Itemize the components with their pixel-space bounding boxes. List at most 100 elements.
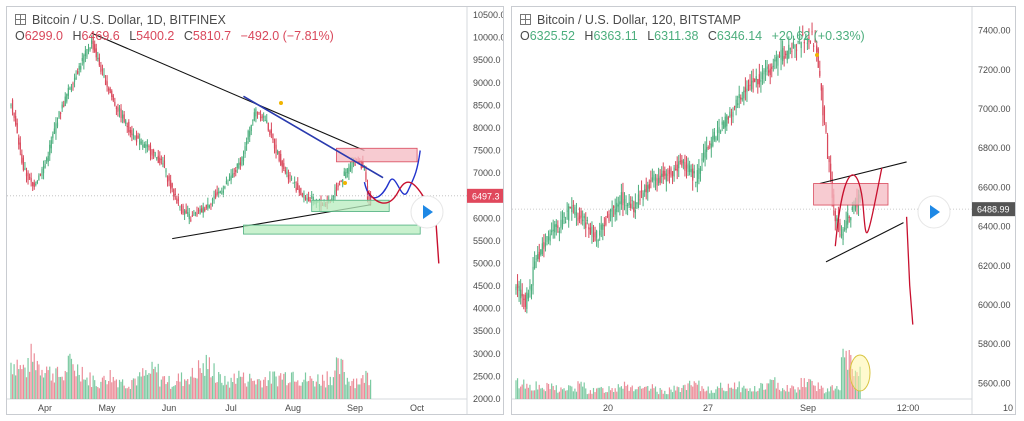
volume-bar: [834, 388, 836, 399]
candle-body: [768, 70, 770, 73]
candle-body: [242, 156, 245, 162]
candle-body: [574, 207, 576, 215]
volume-bar: [72, 364, 74, 399]
candle-body: [758, 74, 760, 85]
volume-bar: [712, 392, 714, 399]
volume-bar: [106, 384, 108, 399]
candle-body: [709, 143, 711, 145]
ohlc-low-value: 6311.38: [654, 29, 699, 43]
chart-panel-left[interactable]: 10500.0 10000.0 9500.0 9000.0 8500.0 8000.0 75…: [6, 6, 504, 415]
volume-bar: [331, 385, 333, 399]
candle-body: [21, 153, 23, 163]
volume-bar: [142, 368, 144, 399]
candle-body: [673, 167, 675, 177]
volume-bar: [805, 387, 807, 399]
volume-bar: [27, 358, 29, 399]
volume-bar: [639, 385, 641, 399]
candle-body: [631, 200, 633, 202]
candle-body: [196, 212, 198, 216]
candle-body: [118, 108, 121, 112]
candle-body: [157, 155, 159, 163]
volume-bar: [718, 388, 720, 399]
candle-body: [520, 289, 522, 299]
volume-bar: [232, 381, 234, 399]
volume-bar: [671, 392, 674, 399]
volume-bar: [328, 384, 330, 399]
y-tick-label: 2000.0: [473, 394, 501, 404]
volume-bar: [318, 384, 321, 399]
candle-body: [128, 121, 130, 132]
volume-bar: [800, 377, 802, 399]
crosshair-icon[interactable]: [520, 14, 531, 25]
volume-bar: [349, 385, 352, 399]
volume-bar: [659, 387, 661, 399]
volume-bar: [281, 379, 283, 399]
candle-body: [160, 158, 162, 160]
candle-body: [554, 224, 556, 233]
candle-body: [244, 146, 246, 155]
right-chart-canvas[interactable]: 7400.00 7200.00 7000.00 6800.00 6600.00 6400.…: [512, 7, 1016, 415]
volume-bar: [538, 384, 540, 399]
candle-body: [603, 225, 605, 227]
volume-bar: [780, 391, 782, 399]
candle-body: [77, 71, 79, 74]
volume-bar: [80, 381, 82, 399]
volume-bar: [651, 384, 653, 399]
left-chart-canvas[interactable]: 10500.0 10000.0 9500.0 9000.0 8500.0 8000.0 75…: [7, 7, 504, 415]
volume-bar: [94, 380, 96, 399]
volume-bar: [39, 375, 42, 399]
x-tick-label: 12:00: [897, 403, 920, 413]
candle-body: [665, 173, 667, 182]
candle-body: [551, 230, 553, 233]
volume-bar: [721, 387, 723, 399]
volume-bar: [786, 385, 788, 399]
volume-bar: [515, 380, 517, 399]
candle-body: [135, 135, 138, 143]
volume-bar: [634, 389, 636, 399]
volume-bar: [822, 387, 824, 399]
candle-body: [284, 169, 286, 173]
volume-bar: [176, 380, 178, 399]
volume-bar: [741, 387, 743, 399]
volume-bar: [153, 368, 155, 399]
candle-body: [228, 176, 231, 181]
volume-bar: [108, 381, 110, 399]
volume-bar: [345, 384, 347, 399]
volume-bar: [844, 357, 846, 399]
volume-bars: [515, 348, 861, 399]
candle-body: [109, 88, 111, 94]
volume-bar: [611, 388, 613, 399]
volume-bar: [806, 382, 808, 399]
volume-bar: [354, 388, 356, 399]
candle-body: [283, 163, 285, 170]
candle-body: [803, 42, 805, 44]
candle-body: [721, 121, 723, 125]
candle-body: [56, 122, 59, 127]
candle-body: [10, 104, 12, 106]
left-title-text: Bitcoin / U.S. Dollar, 1D, BITFINEX: [32, 13, 226, 27]
candle-body: [760, 79, 762, 82]
candle-body: [720, 131, 722, 133]
candle-body: [658, 177, 660, 184]
volume-bar: [122, 379, 124, 399]
volume-bar: [783, 389, 785, 399]
candle-body: [259, 116, 262, 119]
candle-body: [182, 205, 184, 214]
volume-bar: [811, 380, 813, 399]
candle-body: [100, 65, 102, 72]
candle-body: [287, 175, 290, 180]
candle-body: [173, 189, 175, 197]
candle-body: [205, 204, 207, 208]
volume-bar: [66, 372, 68, 399]
crosshair-icon[interactable]: [15, 14, 26, 25]
volume-bar: [244, 383, 246, 399]
candle-body: [826, 134, 829, 159]
candle-body: [684, 162, 686, 171]
x-tick-label: Jun: [162, 403, 177, 413]
chart-panel-right[interactable]: 7400.00 7200.00 7000.00 6800.00 6600.00 6400.…: [511, 6, 1016, 415]
candle-body: [132, 133, 135, 136]
support-zone: [243, 224, 421, 235]
candle-body: [558, 230, 560, 234]
volume-bar: [256, 379, 259, 399]
volume-bar: [828, 391, 830, 399]
